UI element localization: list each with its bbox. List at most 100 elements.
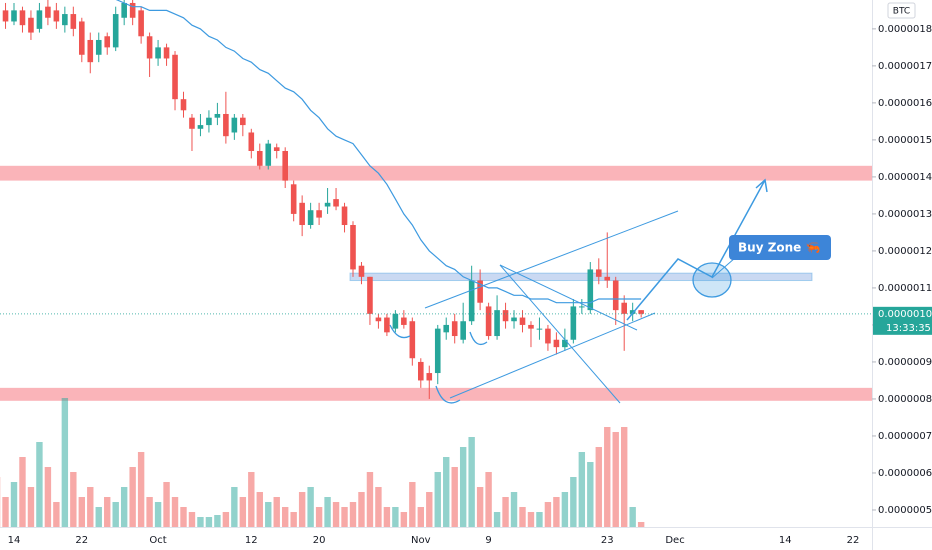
x-tick-label: 20 <box>313 535 326 546</box>
volume-bar <box>409 482 416 527</box>
volume-bar <box>95 507 102 527</box>
candle-body <box>28 17 34 33</box>
candle-body <box>451 321 458 337</box>
volume-pane <box>0 398 645 527</box>
volume-bar <box>129 467 136 527</box>
volume-bar <box>476 487 484 527</box>
candle-body <box>273 147 280 151</box>
volume-bar <box>417 507 424 527</box>
callout-text: Buy Zone 🦐 <box>738 241 820 255</box>
trend-line <box>499 264 638 331</box>
volume-bar <box>248 472 255 527</box>
candle-body <box>358 265 365 277</box>
candle-body <box>536 328 543 330</box>
buy-circle <box>692 262 732 298</box>
volume-bar <box>87 487 94 527</box>
candle-body <box>545 328 551 344</box>
candle-body <box>367 276 373 314</box>
x-tick-label: Oct <box>149 535 166 546</box>
x-tick-label: 14 <box>8 535 21 546</box>
volume-bar <box>298 492 306 527</box>
volume-bar <box>19 457 26 527</box>
candle-body <box>519 317 526 325</box>
volume-bar <box>205 517 213 527</box>
candle-body <box>299 202 305 226</box>
candle-body <box>401 317 407 325</box>
channel-upper <box>424 210 679 309</box>
volume-bar <box>78 497 85 527</box>
volume-bar <box>231 487 238 527</box>
candle-body <box>62 14 68 26</box>
currency: BTC <box>893 7 910 17</box>
candle-body <box>528 324 534 329</box>
volume-bar <box>459 447 467 527</box>
candle-body <box>426 373 433 381</box>
drawings <box>389 178 768 404</box>
volume-bar <box>27 487 35 527</box>
volume-bar <box>188 512 196 527</box>
candle-body <box>87 39 94 63</box>
candle-body <box>70 14 77 29</box>
volume-bar <box>485 472 492 527</box>
candle-body <box>265 143 272 166</box>
volume-bar <box>570 477 577 527</box>
volume-bar <box>637 522 645 527</box>
arc <box>469 331 488 346</box>
volume-bar <box>629 507 636 527</box>
volume-bar <box>10 482 18 527</box>
volume-bar <box>197 517 204 527</box>
candle-body <box>384 317 390 333</box>
volume-bar <box>146 497 153 527</box>
x-tick-label: Dec <box>665 535 684 546</box>
candle-body <box>350 225 356 270</box>
candle-body <box>163 47 170 59</box>
countdown: 13:33:35 <box>886 323 931 334</box>
volume-bar <box>358 492 365 527</box>
candle-body <box>79 21 85 55</box>
candle-body <box>570 306 577 340</box>
candle-body <box>502 310 509 322</box>
candle-body <box>256 150 263 166</box>
candle-body <box>494 310 500 337</box>
volume-bar <box>315 507 323 527</box>
candle-body <box>604 276 611 281</box>
volume-bar <box>265 502 272 527</box>
volume-bar <box>61 398 69 527</box>
x-tick-label: 22 <box>847 535 860 546</box>
candle-body <box>485 306 492 337</box>
candle-body <box>11 10 17 22</box>
volume-bar <box>2 497 9 527</box>
candle-body <box>443 324 450 333</box>
candle-body <box>112 14 119 48</box>
volume-bar <box>536 512 543 527</box>
volume-bar <box>154 502 162 527</box>
volume-bar <box>587 462 594 527</box>
candle-body <box>45 6 51 18</box>
candle-body <box>511 317 517 322</box>
candle-body <box>138 10 144 37</box>
candle-body <box>19 10 26 26</box>
candle-body <box>621 302 627 314</box>
candle-body <box>460 321 466 340</box>
candle-body <box>587 269 594 311</box>
channel-lower <box>449 312 656 399</box>
volume-bar <box>104 497 111 527</box>
candle-body <box>290 184 297 214</box>
volume-bar <box>307 487 314 527</box>
callout-line <box>711 257 736 279</box>
candle-body <box>2 10 9 22</box>
x-tick-label: Nov <box>411 535 431 546</box>
volume-bar <box>621 427 628 527</box>
volume-bar <box>366 472 374 527</box>
volume-bar <box>612 432 619 527</box>
candle-body <box>189 117 195 129</box>
candle-body <box>341 206 348 226</box>
